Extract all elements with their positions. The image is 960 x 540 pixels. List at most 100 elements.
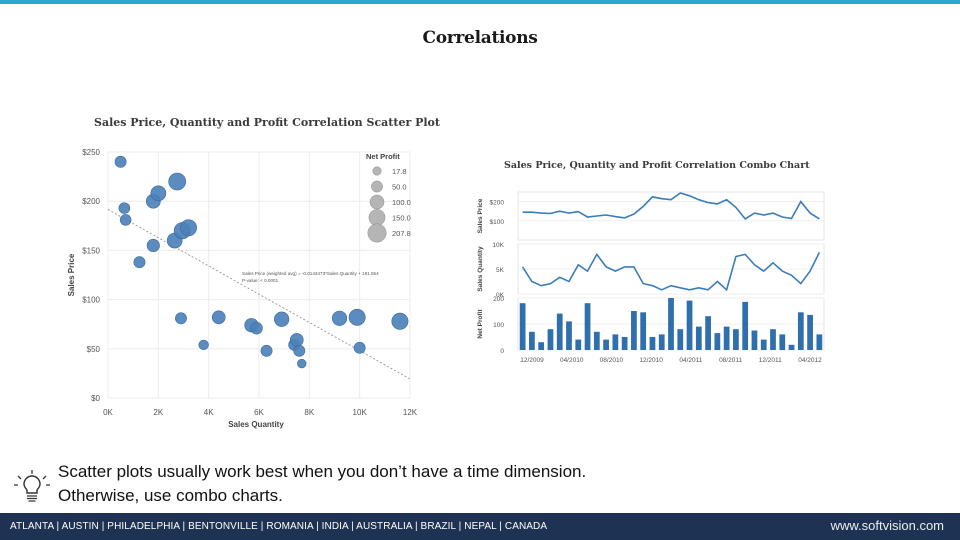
x-tick-label: 6K (254, 408, 264, 417)
x-tick-label: 10K (353, 408, 368, 417)
legend-title: Net Profit (366, 152, 400, 161)
y-tick-label: $50 (87, 345, 101, 354)
scatter-point (391, 312, 409, 330)
combo-y-tick-label: $200 (490, 200, 505, 207)
footer-website-link[interactable]: www.softvision.com (830, 518, 944, 533)
combo-bar (677, 329, 684, 350)
y-tick-label: $100 (82, 296, 100, 305)
scatter-chart: $0 $50 $100 $150 $200 $250 0K 2K 4K 6K 8K 10K 12K Sal… (67, 148, 418, 429)
scatter-point (168, 172, 187, 191)
combo-bar (816, 334, 823, 350)
scatter-point (348, 308, 366, 326)
combo-x-tick-label: 04/2012 (798, 357, 822, 364)
combo-series-label: Net Profit (477, 309, 484, 339)
x-tick-label: 2K (153, 408, 163, 417)
combo-bar (733, 329, 739, 350)
scatter-point (353, 341, 366, 354)
footer-bar: ATLANTA | AUSTIN | PHILADELPHIA | BENTON… (0, 513, 960, 540)
combo-bar (751, 330, 758, 350)
combo-y-tick-label: 200 (493, 296, 504, 303)
combo-bar (695, 326, 702, 350)
y-tick-label: $150 (82, 246, 100, 255)
combo-bar (788, 344, 795, 350)
legend-marker (367, 223, 387, 243)
x-tick-label: 4K (204, 408, 214, 417)
scatter-chart-title: Sales Price, Quantity and Profit Correla… (94, 116, 440, 129)
combo-bar (658, 334, 665, 350)
combo-bar (742, 301, 749, 350)
scatter-point (274, 311, 290, 327)
scatter-point (119, 214, 132, 226)
combo-bar (770, 329, 776, 350)
trend-annotation: Sales Price (weighted avg) = -0.0143473*… (242, 271, 379, 276)
combo-x-tick-label: 12/2011 (759, 357, 782, 364)
combo-bar (603, 339, 609, 350)
scatter-point (114, 155, 127, 168)
scatter-point (289, 333, 304, 347)
legend-label: 150.0 (392, 214, 411, 223)
combo-bar (538, 342, 545, 350)
x-axis-label: Sales Quantity (228, 420, 284, 429)
trend-annotation: P-value: < 0.0001 (242, 278, 279, 283)
combo-bar (621, 337, 628, 350)
scatter-point (331, 310, 348, 326)
caption-text: Scatter plots usually work best when you… (58, 460, 586, 508)
y-tick-label: $200 (82, 197, 100, 206)
combo-x-tick-label: 04/2011 (679, 357, 702, 364)
combo-bar (797, 312, 804, 350)
accent-top-bar (0, 0, 960, 4)
lightbulb-icon (12, 468, 52, 513)
combo-bar (547, 329, 554, 350)
combo-bar (593, 331, 600, 350)
legend-label: 100.0 (392, 198, 411, 207)
combo-x-tick-label: 08/2010 (600, 357, 624, 364)
caption-line-1: Scatter plots usually work best when you… (58, 462, 587, 481)
combo-y-tick-label: 5K (496, 267, 505, 274)
combo-bar (631, 311, 637, 350)
combo-bar (612, 334, 619, 350)
combo-y-tick-label: $100 (490, 219, 505, 226)
legend-marker (368, 209, 386, 226)
combo-bar (668, 298, 674, 350)
combo-x-tick-label: 08/2011 (719, 357, 742, 364)
combo-bar (760, 339, 767, 350)
combo-bar (779, 334, 786, 350)
combo-x-tick-label: 12/2009 (520, 357, 544, 364)
scatter-point (146, 238, 160, 253)
combo-x-tick-label: 12/2010 (639, 357, 663, 364)
combo-line-sales-price (522, 192, 820, 220)
combo-series-label: Sales Price (477, 198, 484, 233)
scatter-point (260, 344, 273, 357)
combo-bar (649, 337, 656, 350)
combo-bar (640, 312, 647, 350)
caption-line-2: Otherwise, use combo charts. (58, 486, 283, 505)
scatter-point (180, 219, 197, 237)
scatter-point (211, 310, 226, 325)
combo-bar (686, 300, 693, 350)
combo-series-label: Sales Quantity (477, 246, 484, 292)
scatter-point (150, 185, 167, 202)
combo-chart-title: Sales Price, Quantity and Profit Correla… (504, 160, 810, 171)
scatter-point (133, 256, 146, 269)
legend-marker (371, 180, 383, 193)
combo-line-sales-quantity (521, 251, 821, 292)
combo-y-tick-label: 10K (492, 242, 504, 249)
combo-bar (584, 303, 591, 350)
legend-label: 207.8 (392, 229, 411, 238)
combo-bar (705, 316, 711, 350)
x-tick-label: 0K (103, 408, 113, 417)
scatter-point (297, 358, 307, 369)
combo-chart: $200 $100 Sales Price 10K 5K 0K Sales Quantity… (477, 191, 825, 364)
combo-bar (723, 326, 730, 350)
combo-bar (575, 339, 582, 350)
legend-label: 50.0 (392, 183, 407, 192)
combo-bar (807, 314, 813, 350)
scatter-point (293, 344, 306, 357)
legend-marker (369, 194, 385, 210)
legend-label: 17.8 (392, 167, 407, 176)
combo-y-tick-label: 0 (500, 348, 504, 355)
scatter-point (118, 202, 131, 214)
y-tick-label: $250 (82, 148, 100, 157)
legend-marker (372, 166, 382, 176)
combo-bar (714, 333, 721, 350)
